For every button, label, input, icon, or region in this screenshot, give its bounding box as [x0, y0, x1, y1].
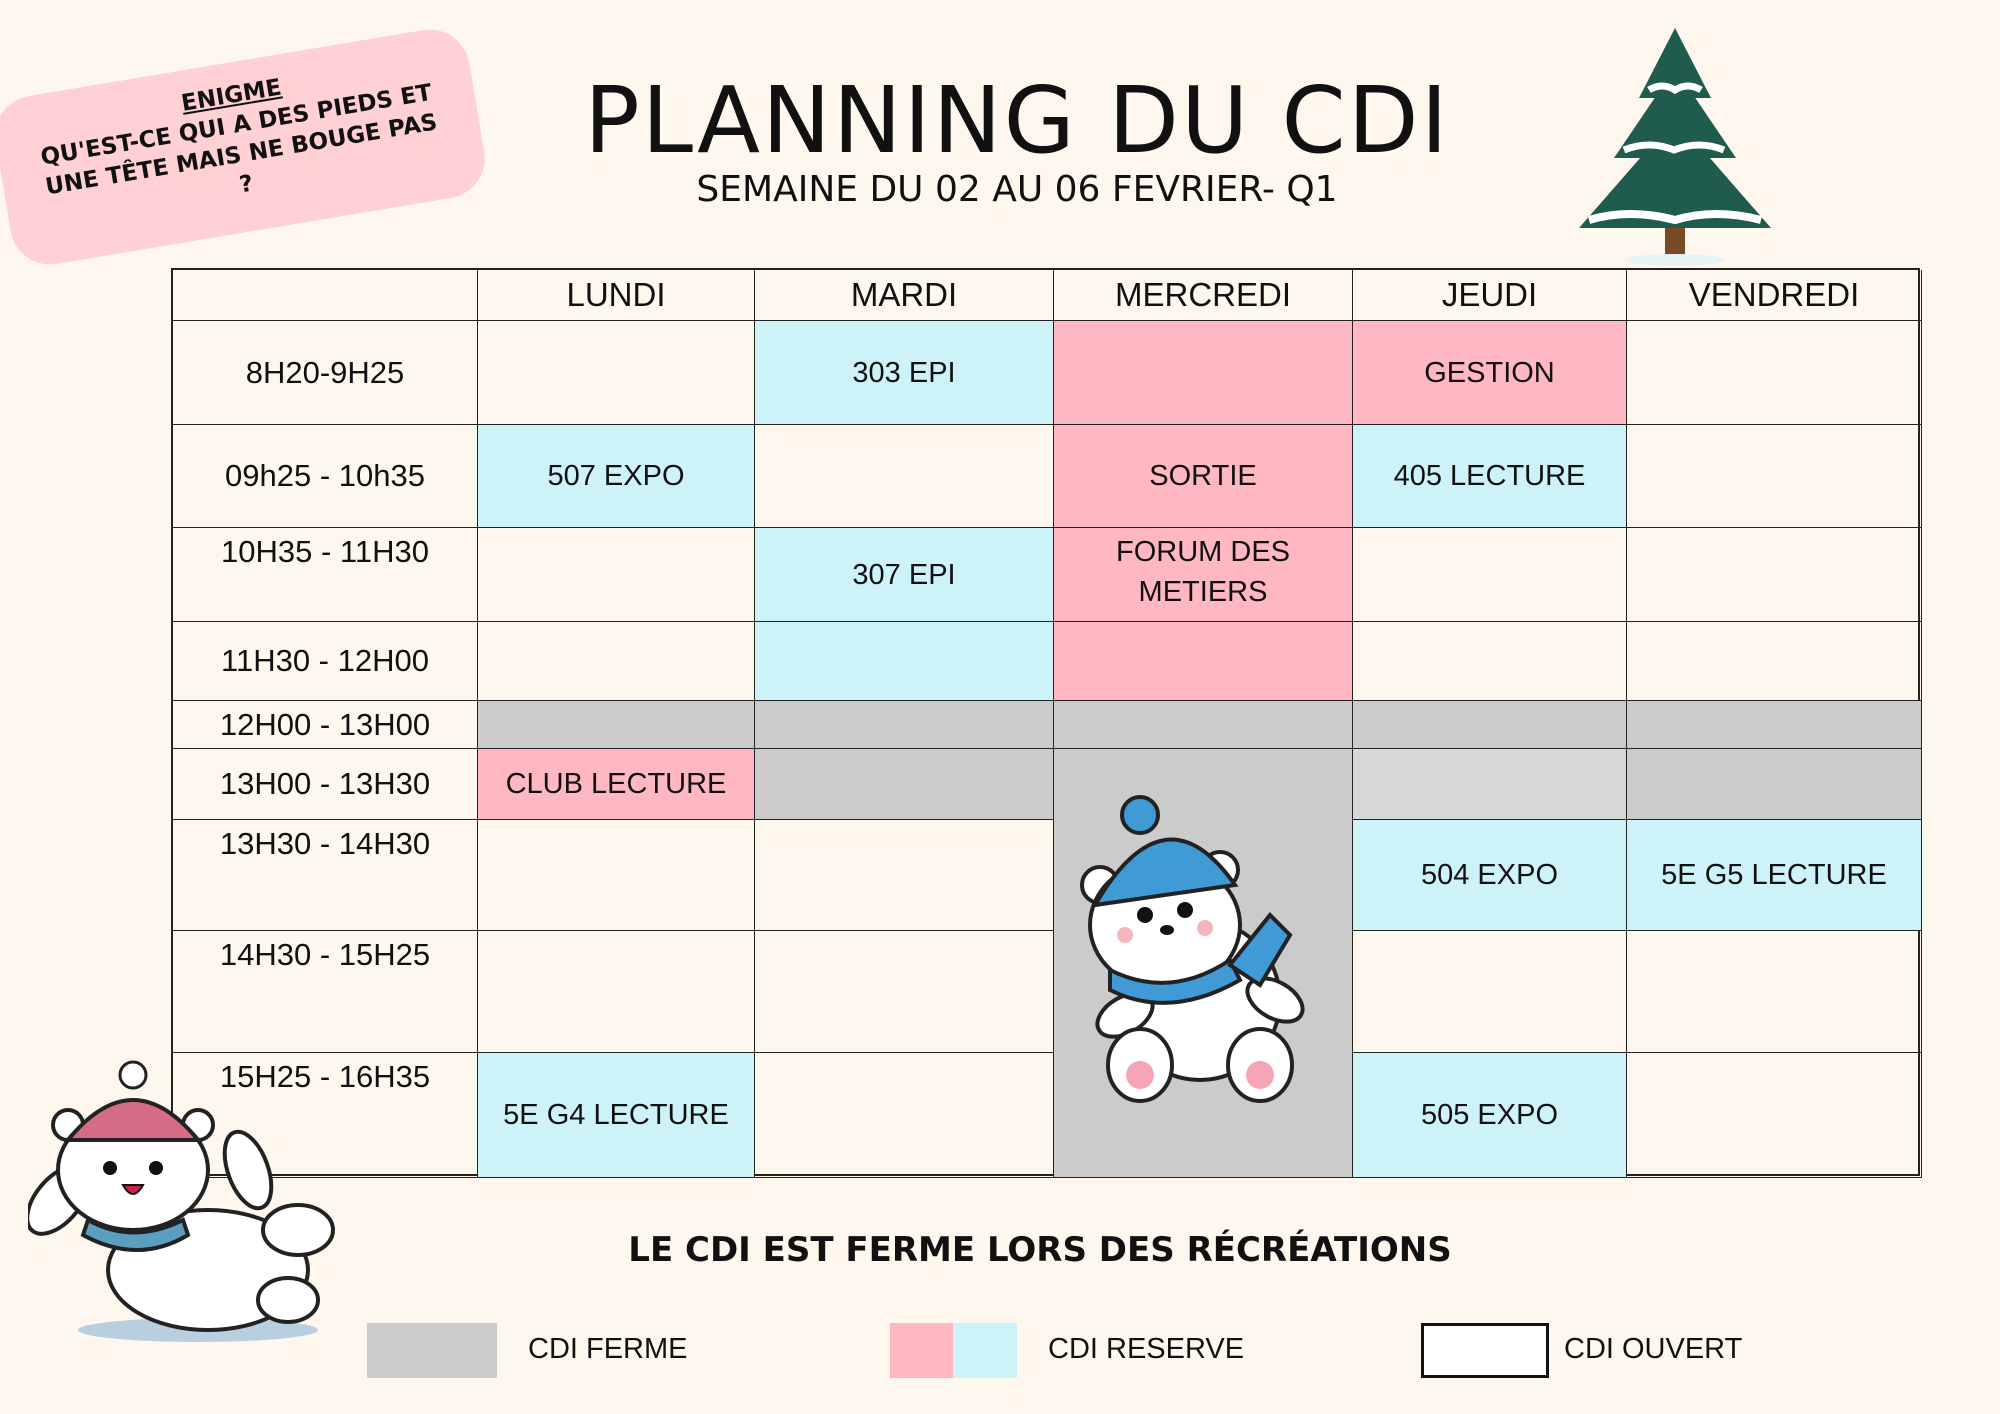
schedule-cell: [478, 321, 755, 425]
schedule-cell: [1353, 701, 1627, 749]
schedule-cell: 307 EPI: [755, 528, 1054, 622]
closure-note: LE CDI EST FERME LORS DES RÉCRÉATIONS: [628, 1230, 1452, 1270]
legend-swatch-reserved-pink: [890, 1323, 953, 1378]
schedule-cell: [1627, 701, 1922, 749]
schedule-cell: CLUB LECTURE: [478, 749, 755, 820]
time-slot: 15H25 - 16H35: [173, 1053, 478, 1178]
schedule-cell: [478, 528, 755, 622]
schedule-cell: [478, 820, 755, 931]
schedule-cell: [1627, 1053, 1922, 1178]
day-header: VENDREDI: [1627, 270, 1922, 321]
schedule-cell: 504 EXPO: [1353, 820, 1627, 931]
time-slot: 13H00 - 13H30: [173, 749, 478, 820]
time-slot: 8H20-9H25: [173, 321, 478, 425]
schedule-cell: [755, 622, 1054, 701]
schedule-cell: [1627, 321, 1922, 425]
schedule-table: LUNDI MARDI MERCREDI JEUDI VENDREDI 8H20-9H25…: [171, 268, 1922, 1178]
day-header: MERCREDI: [1054, 270, 1353, 321]
schedule-cell: 303 EPI: [755, 321, 1054, 425]
legend-label-reserved: CDI RESERVE: [1048, 1333, 1245, 1365]
time-slot: 12H00 - 13H00: [173, 701, 478, 749]
schedule-cell: [755, 425, 1054, 528]
schedule-cell: GESTION: [1353, 321, 1627, 425]
schedule-cell: [1627, 931, 1922, 1053]
legend-label-closed: CDI FERME: [528, 1333, 688, 1365]
schedule-cell: [755, 1053, 1054, 1178]
schedule-cell: [1353, 622, 1627, 701]
schedule-cell: [478, 931, 755, 1053]
schedule-cell: [1627, 749, 1922, 820]
day-header: LUNDI: [478, 270, 755, 321]
tree-icon: [1579, 28, 1771, 266]
time-slot: 09h25 - 10h35: [173, 425, 478, 528]
schedule-cell: SORTIE: [1054, 425, 1353, 528]
day-header: JEUDI: [1353, 270, 1627, 321]
time-slot: 13H30 - 14H30: [173, 820, 478, 931]
schedule-cell: [755, 749, 1054, 820]
day-header: MARDI: [755, 270, 1054, 321]
schedule-cell: [478, 701, 755, 749]
schedule-cell: [1054, 701, 1353, 749]
schedule-cell: [1627, 622, 1922, 701]
schedule-cell: FORUM DES METIERS: [1054, 528, 1353, 622]
schedule-cell: 505 EXPO: [1353, 1053, 1627, 1178]
header-corner: [173, 270, 478, 321]
legend-swatch-closed: [367, 1323, 497, 1378]
time-slot: 14H30 - 15H25: [173, 931, 478, 1053]
time-slot: 11H30 - 12H00: [173, 622, 478, 701]
schedule-cell: [1054, 622, 1353, 701]
schedule-cell: [1353, 749, 1627, 820]
legend-swatch-open: [1421, 1323, 1549, 1378]
legend-label-open: CDI OUVERT: [1564, 1333, 1743, 1365]
schedule-cell: [1353, 931, 1627, 1053]
schedule-cell: [1627, 528, 1922, 622]
schedule-cell: 405 LECTURE: [1353, 425, 1627, 528]
schedule-cell: [755, 701, 1054, 749]
polar-bear-pink-hat-icon: [28, 1060, 335, 1342]
schedule-cell: [1054, 321, 1353, 425]
schedule-cell: [478, 622, 755, 701]
schedule-cell: 5E G5 LECTURE: [1627, 820, 1922, 931]
schedule-cell: 507 EXPO: [478, 425, 755, 528]
schedule-cell: [755, 931, 1054, 1053]
page-subtitle: SEMAINE DU 02 AU 06 FEVRIER- Q1: [696, 169, 1338, 210]
polar-bear-blue-hat-icon: [1080, 795, 1305, 1103]
schedule-cell: [755, 820, 1054, 931]
page-title: PLANNING DU CDI: [584, 67, 1450, 174]
legend-swatch-reserved-blue: [953, 1323, 1017, 1378]
time-slot: 10H35 - 11H30: [173, 528, 478, 622]
schedule-cell: [1627, 425, 1922, 528]
schedule-cell: 5E G4 LECTURE: [478, 1053, 755, 1178]
schedule-cell: [1353, 528, 1627, 622]
